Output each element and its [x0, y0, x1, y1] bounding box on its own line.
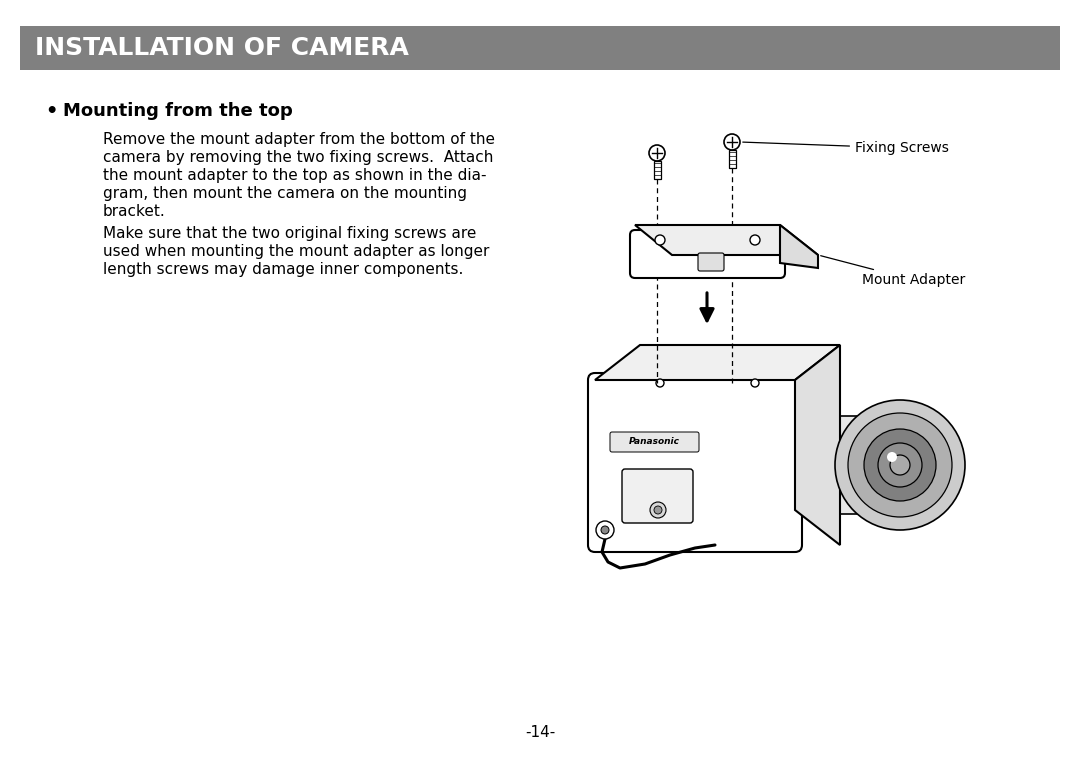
Bar: [729, 150, 735, 168]
Text: Make sure that the two original fixing screws are: Make sure that the two original fixing s…: [103, 226, 476, 241]
Circle shape: [654, 235, 665, 245]
Circle shape: [848, 413, 951, 517]
Circle shape: [751, 379, 759, 387]
Text: Fixing Screws: Fixing Screws: [743, 141, 949, 155]
Text: the mount adapter to the top as shown in the dia-: the mount adapter to the top as shown in…: [103, 168, 486, 183]
Circle shape: [649, 145, 665, 161]
Text: length screws may damage inner components.: length screws may damage inner component…: [103, 262, 463, 277]
Text: •: •: [45, 102, 57, 121]
Text: used when mounting the mount adapter as longer: used when mounting the mount adapter as …: [103, 244, 489, 259]
Polygon shape: [780, 225, 818, 268]
Circle shape: [724, 134, 740, 150]
FancyBboxPatch shape: [622, 469, 693, 523]
Circle shape: [654, 506, 662, 514]
Text: -14-: -14-: [525, 725, 555, 740]
Text: Mounting from the top: Mounting from the top: [63, 102, 293, 120]
Text: Panasonic: Panasonic: [629, 437, 679, 446]
Circle shape: [835, 400, 966, 530]
Polygon shape: [635, 225, 818, 255]
Circle shape: [600, 526, 609, 534]
Text: Remove the mount adapter from the bottom of the: Remove the mount adapter from the bottom…: [103, 132, 495, 147]
Circle shape: [596, 521, 615, 539]
Circle shape: [890, 455, 910, 475]
Bar: [653, 161, 661, 179]
FancyBboxPatch shape: [610, 432, 699, 452]
FancyBboxPatch shape: [588, 373, 802, 552]
Polygon shape: [795, 345, 840, 545]
Text: gram, then mount the camera on the mounting: gram, then mount the camera on the mount…: [103, 186, 467, 201]
FancyBboxPatch shape: [791, 416, 869, 514]
Circle shape: [864, 429, 936, 501]
Circle shape: [878, 443, 922, 487]
Circle shape: [656, 379, 664, 387]
Circle shape: [650, 502, 666, 518]
Circle shape: [887, 452, 897, 462]
Text: INSTALLATION OF CAMERA: INSTALLATION OF CAMERA: [35, 36, 409, 60]
Bar: [21, 26, 1059, 70]
Text: Mount Adapter: Mount Adapter: [821, 255, 966, 287]
FancyBboxPatch shape: [630, 230, 785, 278]
Text: camera by removing the two fixing screws.  Attach: camera by removing the two fixing screws…: [103, 150, 494, 165]
Text: bracket.: bracket.: [103, 204, 165, 219]
Polygon shape: [595, 345, 840, 380]
FancyBboxPatch shape: [698, 253, 724, 271]
Circle shape: [750, 235, 760, 245]
